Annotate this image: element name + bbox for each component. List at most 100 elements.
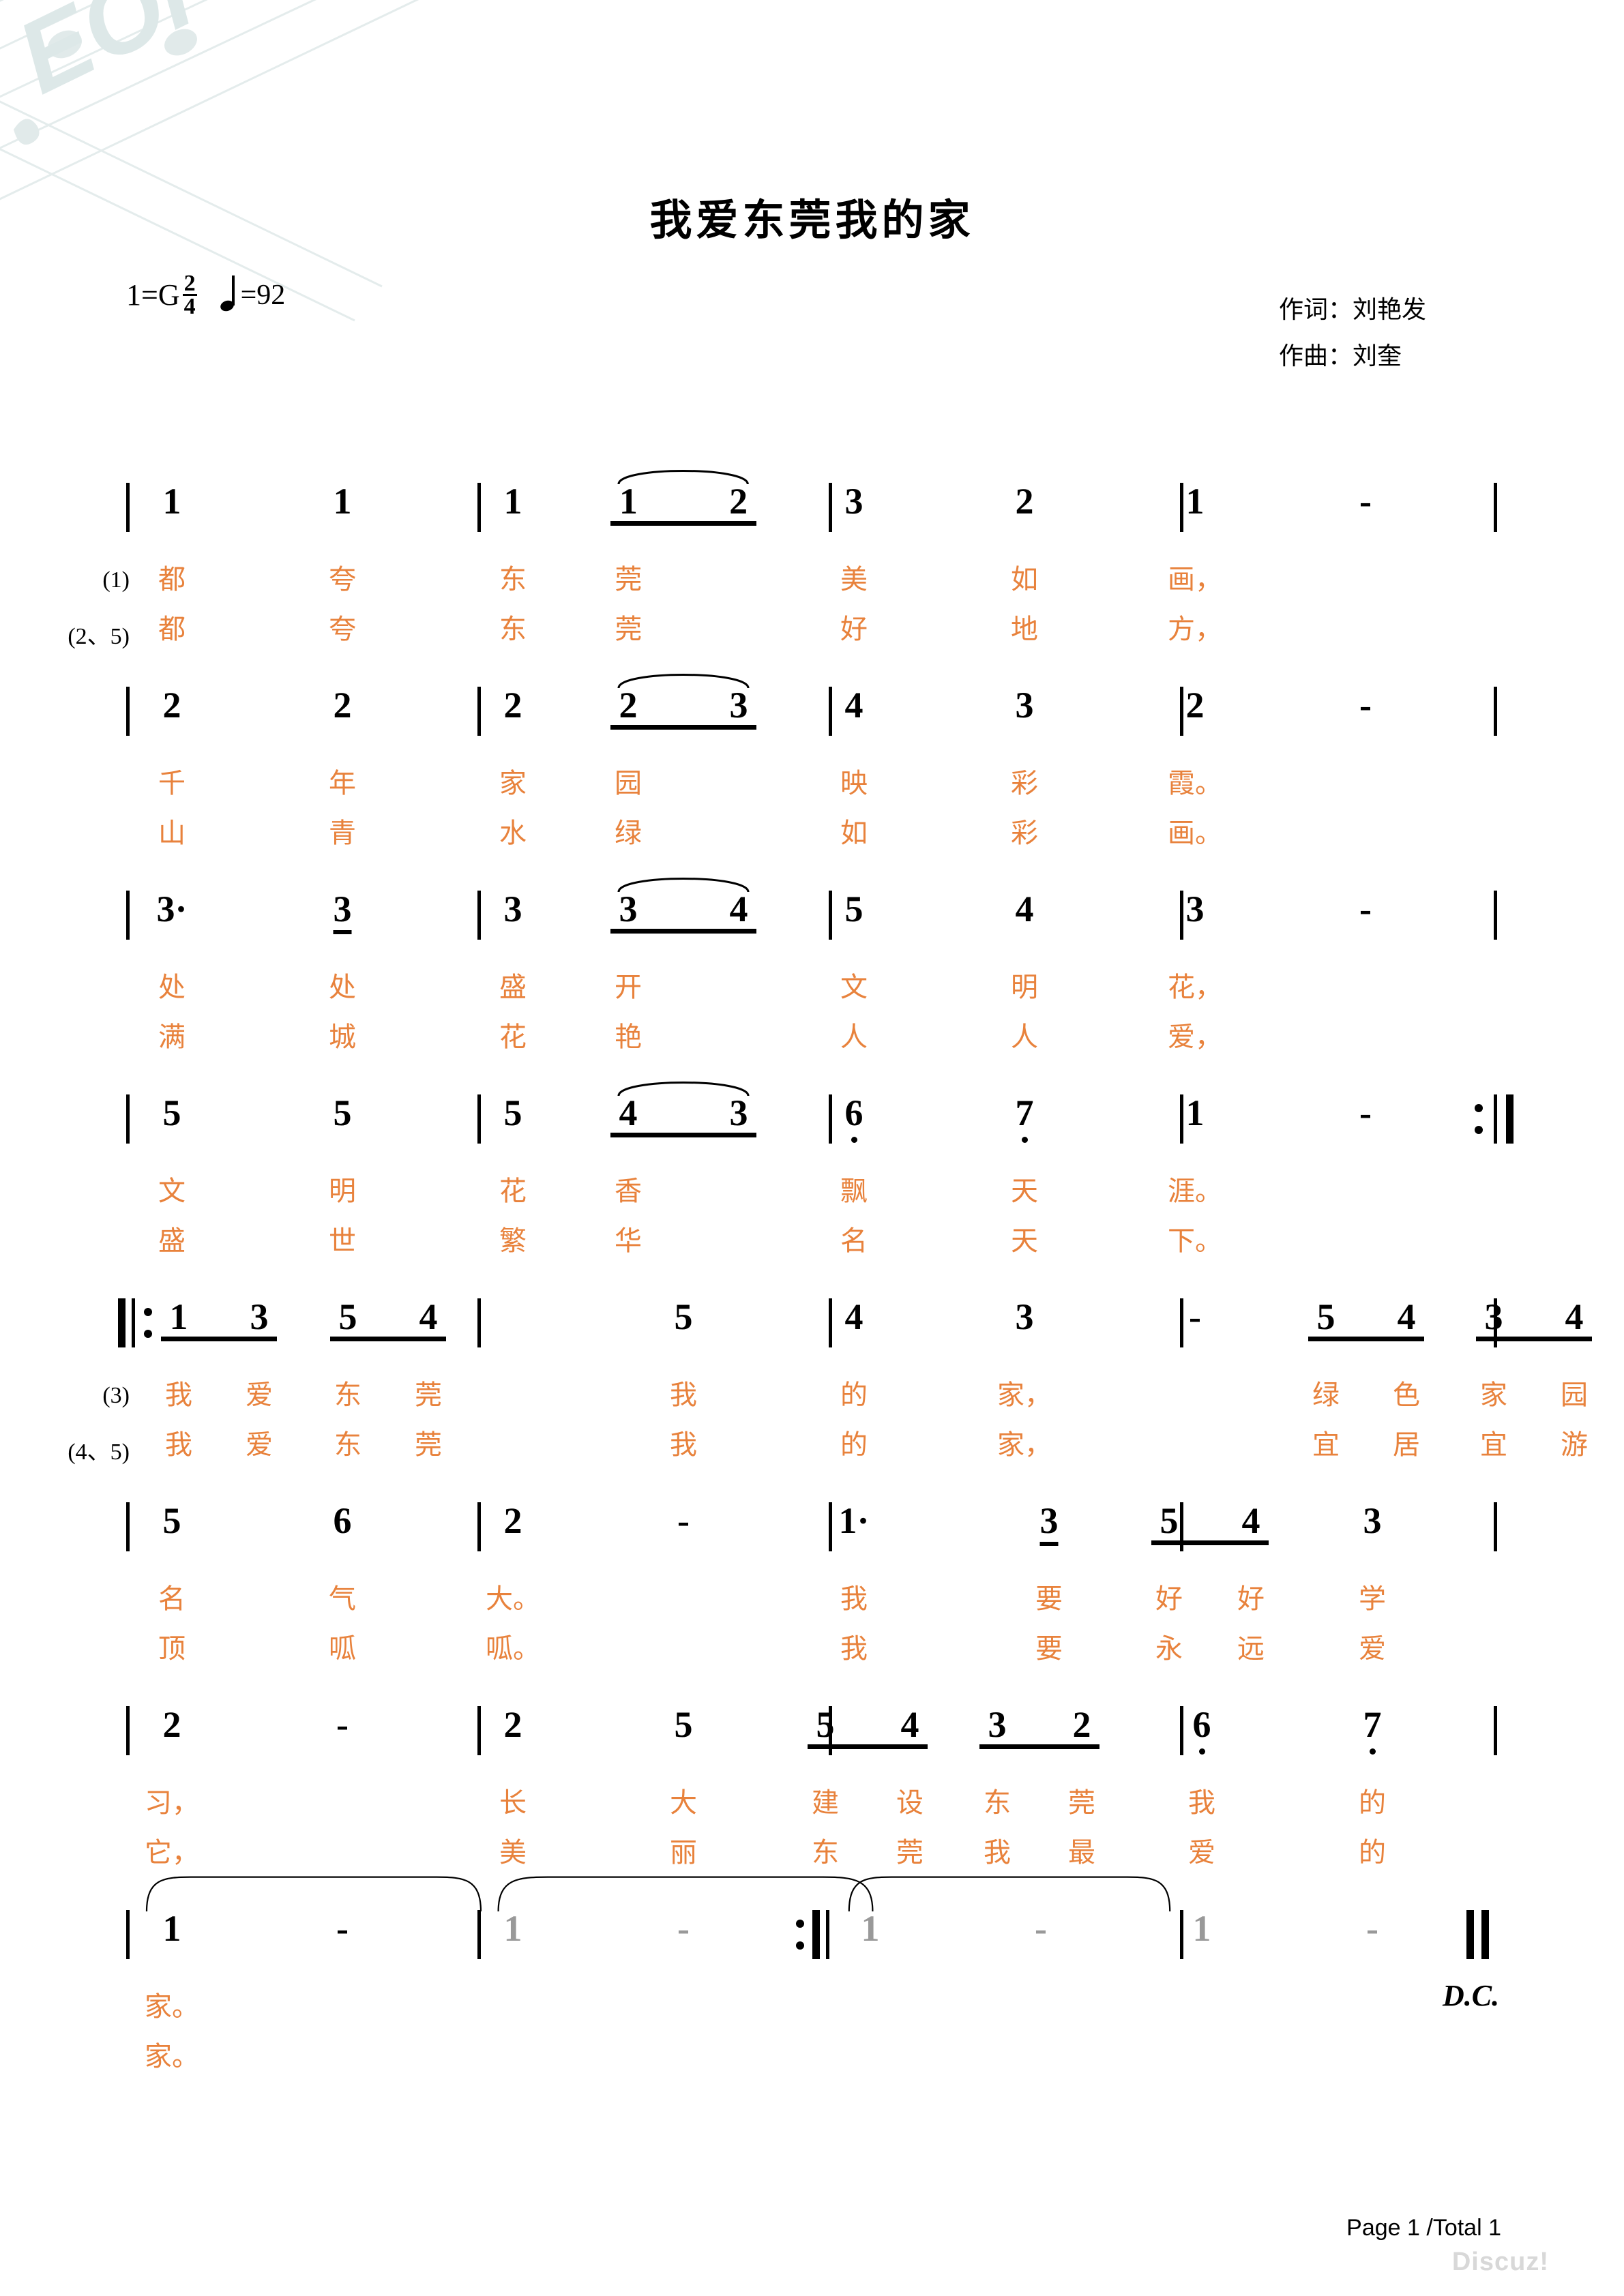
barline — [1180, 1502, 1183, 1551]
lyric-syllable: 长 — [499, 1788, 527, 1818]
lyric-syllable: 东 — [334, 1380, 361, 1410]
barline — [132, 1298, 135, 1347]
note-1: 1· — [838, 1500, 870, 1541]
barline — [1494, 1298, 1497, 1347]
system-row: 2-2 5 5 4 3 2 6 7 习，长大建设东莞我的它，美丽东莞我最爱的 — [0, 1694, 1624, 1898]
system-row: 1 3 5 4 5 4 3-5 4 3 4 我爱东莞我的家，绿色家园我爱东莞我的家，宜居宜游 (3)(… — [0, 1286, 1624, 1490]
lyric-syllable: 天 — [1011, 1226, 1038, 1256]
barline — [1494, 483, 1497, 532]
barline — [1180, 483, 1183, 532]
barline — [1180, 891, 1183, 940]
lyric-syllable: 山 — [158, 818, 186, 848]
lyric-syllable: 人 — [840, 1022, 868, 1052]
lyric-syllable: 爱 — [1188, 1838, 1215, 1868]
note-2: 2 — [503, 685, 522, 726]
music-system: 1 3 5 4 5 4 3-5 4 3 4 我爱东莞我的家，绿色家园我爱东莞我的家，宜居宜游 (3)(… — [0, 1286, 1624, 1490]
note-4: 4 — [1241, 1500, 1260, 1541]
slur-arc — [616, 465, 750, 486]
note-3: 3 — [619, 889, 638, 929]
note-5: 5 — [674, 1296, 693, 1337]
lyric-syllable: 东 — [499, 614, 527, 644]
composer-credit: 作曲：刘奎 — [1278, 342, 1402, 370]
lyric-syllable: 的 — [840, 1430, 868, 1460]
lyric-syllable: 要 — [1035, 1634, 1063, 1664]
lyric-syllable: 远 — [1237, 1634, 1265, 1664]
repeat-dots — [796, 1910, 806, 1959]
note-: - — [1366, 1908, 1378, 1949]
lyric-syllable: 如 — [840, 818, 868, 848]
beam-line — [1476, 1337, 1592, 1341]
lyric-syllable: 的 — [1359, 1838, 1386, 1868]
lyric-syllable: 它， — [145, 1838, 199, 1868]
lyric-syllable: 大。 — [486, 1584, 540, 1614]
music-system: 5 5 5 4 3 6 7 1- 文明花香飘天涯。盛世繁华名天下。 — [0, 1082, 1624, 1286]
lyric-syllable: 彩 — [1011, 769, 1038, 799]
beam-line — [979, 1744, 1099, 1749]
lyric-syllable: 呱 — [329, 1634, 356, 1664]
barline — [126, 891, 130, 940]
score-systems: 1 1 1 1 2 3 2 1- 都夸东莞美如画，都夸东莞好地方， (1) (2、5) 2 2 2 2 3 4 3… — [0, 471, 1624, 2102]
key-label: 1=G — [126, 278, 180, 312]
note-3: 3 — [729, 685, 748, 726]
note-4: 4 — [619, 1092, 638, 1133]
lyric-syllable: 艳 — [615, 1022, 642, 1052]
system-row: 2 2 2 2 3 4 3 2- 千年家园映彩霞。山青水绿如彩画。 — [0, 674, 1624, 878]
note-2: 2 — [162, 1704, 181, 1745]
note-3: 3 — [1015, 685, 1034, 726]
slur-arc — [616, 669, 751, 689]
lyric-syllable: 处 — [329, 972, 356, 1002]
music-system: 2-2 5 5 4 3 2 6 7 习，长大建设东莞我的它，美丽东莞我最爱的 — [0, 1694, 1624, 1898]
note-4: 4 — [844, 1296, 863, 1337]
note-1: 1 — [503, 481, 522, 522]
verse-number: (2、5) — [68, 624, 130, 649]
note-3: 3 — [988, 1704, 1007, 1745]
note-4: 4 — [1397, 1296, 1416, 1337]
lyric-syllable: 我 — [840, 1634, 868, 1664]
note-1: 1 — [1192, 1908, 1211, 1949]
lyric-syllable: 我 — [670, 1380, 697, 1410]
beam-line — [161, 1337, 277, 1341]
barline — [829, 1706, 832, 1755]
note-7: 7 — [1016, 1094, 1034, 1143]
note-3: 3 — [1484, 1296, 1503, 1337]
note-3: 3 — [844, 481, 863, 522]
lyric-syllable: 的 — [840, 1380, 868, 1410]
verse-number: (3) — [102, 1383, 130, 1408]
barline — [1494, 1706, 1497, 1755]
lyric-syllable: 东 — [984, 1788, 1011, 1818]
note-: - — [677, 1908, 690, 1949]
lyric-syllable: 家。 — [145, 1992, 199, 2022]
lyric-syllable: 东 — [499, 565, 527, 595]
discuz-watermark: Discuz! — [1451, 2248, 1549, 2276]
lyric-syllable: 处 — [158, 972, 186, 1002]
barline — [126, 1502, 130, 1551]
lyric-syllable: 家。 — [145, 2042, 199, 2072]
barline — [126, 1706, 130, 1755]
lyric-syllable: 我 — [670, 1430, 697, 1460]
tempo-value: =92 — [240, 279, 286, 311]
barline — [1180, 1910, 1183, 1959]
lyric-syllable: 好 — [1237, 1584, 1265, 1614]
ending-bracket-1 — [143, 1873, 484, 1911]
barline — [477, 483, 481, 532]
lyric-syllable: 莞 — [1068, 1788, 1095, 1818]
lyric-syllable: 华 — [615, 1226, 642, 1256]
note-5: 5 — [503, 1092, 522, 1133]
note-5: 5 — [338, 1296, 357, 1337]
quarter-note-icon — [220, 275, 238, 311]
lyric-syllable: 莞 — [415, 1430, 442, 1460]
note-6: 6 — [333, 1500, 352, 1541]
lyric-syllable: 绿 — [1312, 1380, 1340, 1410]
beam-line — [1308, 1337, 1424, 1341]
note-4: 4 — [419, 1296, 438, 1337]
barline — [1180, 1094, 1183, 1144]
note-1: 1 — [1185, 1092, 1205, 1133]
lyric-syllable: 天 — [1011, 1176, 1038, 1206]
final-barline — [1466, 1910, 1474, 1959]
lyric-syllable: 顶 — [158, 1634, 186, 1664]
lyric-syllable: 人 — [1011, 1022, 1038, 1052]
note-5: 5 — [162, 1500, 181, 1541]
lyric-syllable: 我 — [165, 1430, 192, 1460]
lyric-syllable: 开 — [615, 972, 642, 1002]
note-7: 7 — [1363, 1706, 1382, 1755]
